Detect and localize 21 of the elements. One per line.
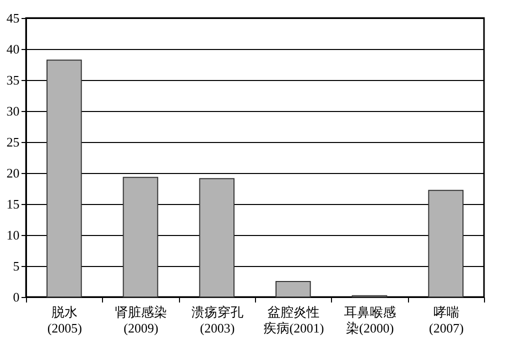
y-tick-label: 5 bbox=[13, 258, 20, 274]
x-tick-label: 溃疡穿孔 (2003) bbox=[191, 304, 244, 336]
bar bbox=[199, 178, 235, 298]
x-tick-label: 盆腔炎性疾病(2001) bbox=[263, 304, 324, 336]
y-tick-label: 45 bbox=[6, 10, 20, 26]
y-tick-label: 0 bbox=[13, 290, 20, 304]
y-tick-label: 20 bbox=[6, 166, 20, 180]
y-tick-label: 25 bbox=[6, 134, 20, 150]
y-tick-label: 35 bbox=[6, 72, 20, 88]
x-tick-label: 哮喘 (2007) bbox=[428, 304, 464, 336]
x-tick-label: 肾脏感染 (2009) bbox=[115, 304, 167, 336]
y-tick-label: 30 bbox=[6, 104, 20, 118]
bar bbox=[122, 176, 158, 298]
bar bbox=[428, 190, 464, 298]
x-tick-label: 脱水 (2005) bbox=[47, 304, 82, 336]
x-tick-label: 耳鼻喉感染(2000) bbox=[344, 304, 396, 336]
bar bbox=[275, 281, 311, 298]
y-tick-label: 10 bbox=[6, 228, 20, 242]
y-tick-label: 15 bbox=[6, 196, 20, 212]
bar bbox=[46, 60, 82, 298]
y-tick-label: 40 bbox=[6, 42, 20, 56]
